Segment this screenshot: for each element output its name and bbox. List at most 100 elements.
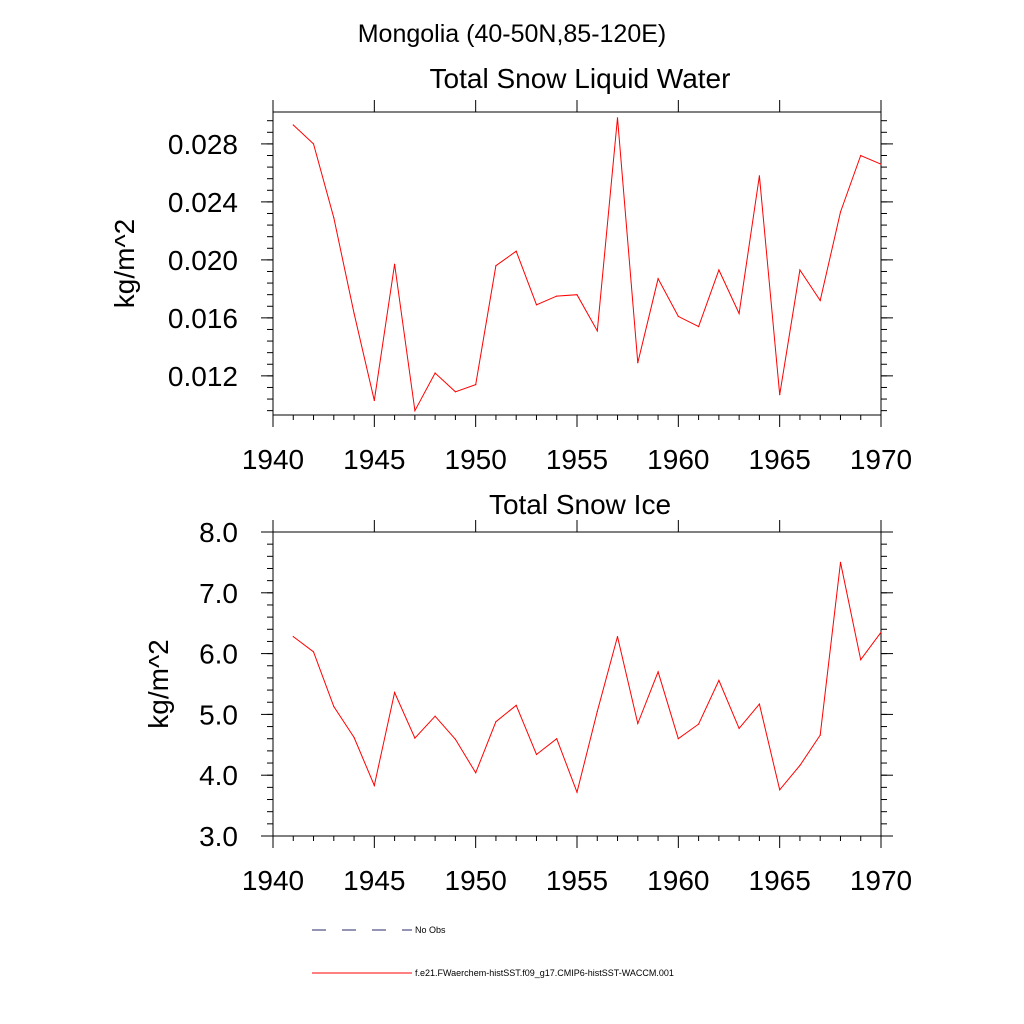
data-point <box>576 791 578 793</box>
data-point <box>596 330 598 332</box>
x-tick-label: 1970 <box>850 865 912 896</box>
data-point <box>677 315 679 317</box>
data-point <box>495 721 497 723</box>
data-point <box>333 705 335 708</box>
y-tick-label: 6.0 <box>199 639 238 670</box>
data-point <box>738 312 740 315</box>
x-tick-label: 1950 <box>445 865 507 896</box>
data-point <box>819 734 821 736</box>
data-point <box>637 722 639 725</box>
data-point <box>657 278 659 280</box>
data-point <box>698 723 700 725</box>
data-point <box>880 631 882 633</box>
data-point <box>394 691 396 694</box>
data-point <box>353 736 355 739</box>
y-tick-label: 0.016 <box>168 303 238 334</box>
y-axis-label: kg/m^2 <box>143 639 174 728</box>
panels: Total Snow Liquid Water kg/m^2 1940 1945 195… <box>109 63 912 896</box>
data-point <box>758 175 761 177</box>
data-point <box>779 394 781 396</box>
data-point <box>596 710 598 713</box>
series-line <box>292 562 882 794</box>
data-point <box>839 211 842 213</box>
legend-item-no-obs: No Obs <box>312 925 446 935</box>
x-tick-label: 1965 <box>749 865 811 896</box>
data-point <box>535 753 538 756</box>
series-line <box>292 117 882 413</box>
data-point <box>535 304 538 306</box>
data-point <box>576 294 578 296</box>
data-point <box>799 269 801 271</box>
data-point <box>738 727 740 730</box>
data-point <box>434 372 436 374</box>
x-tick-label: 1970 <box>850 444 912 475</box>
x-tick-label: 1945 <box>343 444 405 475</box>
data-point <box>515 250 517 252</box>
data-point <box>312 651 315 653</box>
data-point <box>434 715 436 717</box>
data-point <box>333 217 335 219</box>
chart-liquid-water: Total Snow Liquid Water kg/m^2 1940 1945 195… <box>109 63 912 475</box>
data-point <box>657 671 659 673</box>
data-point <box>698 326 700 328</box>
x-tick-label: 1955 <box>546 444 608 475</box>
x-tick-label: 1940 <box>242 444 304 475</box>
data-point <box>454 738 456 740</box>
data-point <box>616 636 619 638</box>
y-tick-label: 0.024 <box>168 187 238 218</box>
y-tick-label: 7.0 <box>199 578 238 609</box>
data-point <box>819 299 821 302</box>
x-tick-label: 1960 <box>647 865 709 896</box>
data-point <box>860 154 862 157</box>
y-tick-label: 5.0 <box>199 699 238 730</box>
legend-label-no-obs: No Obs <box>415 925 446 935</box>
data-point <box>414 737 416 739</box>
chart-title: Total Snow Ice <box>489 489 671 520</box>
data-point <box>373 399 375 402</box>
chart-snow-ice: Total Snow Ice kg/m^2 1940 1945 1950 1955 1960… <box>143 489 912 896</box>
y-tick-label: 0.012 <box>168 361 238 392</box>
data-point <box>677 738 679 740</box>
data-point <box>718 679 720 682</box>
chart-title: Total Snow Liquid Water <box>430 63 731 94</box>
data-point <box>353 312 355 315</box>
data-point <box>515 704 517 706</box>
data-point <box>637 362 639 364</box>
data-point <box>718 269 720 271</box>
x-tick-label: 1965 <box>749 444 811 475</box>
data-point <box>454 391 456 393</box>
legend-label-model-run: f.e21.FWaerchem-histSST.f09_g17.CMIP6-hi… <box>415 968 674 978</box>
x-tick-label: 1960 <box>647 444 709 475</box>
x-tick-label: 1955 <box>546 865 608 896</box>
legend: No Obs f.e21.FWaerchem-histSST.f09_g17.C… <box>312 925 674 978</box>
data-point <box>373 784 375 787</box>
x-tick-label: 1945 <box>343 865 405 896</box>
data-point <box>880 163 882 165</box>
y-tick-label: 0.028 <box>168 129 238 160</box>
y-tick-label: 4.0 <box>199 760 238 791</box>
data-point <box>616 117 619 119</box>
y-axis-label: kg/m^2 <box>109 219 140 308</box>
data-point <box>860 659 862 661</box>
data-point <box>394 263 396 265</box>
y-tick-label: 3.0 <box>199 821 238 852</box>
data-point <box>495 265 497 267</box>
data-point <box>839 561 842 564</box>
data-point <box>475 384 477 386</box>
legend-item-model-run: f.e21.FWaerchem-histSST.f09_g17.CMIP6-hi… <box>312 968 674 978</box>
data-point <box>799 764 801 767</box>
figure-title: Mongolia (40-50N,85-120E) <box>358 20 667 48</box>
data-point <box>292 636 294 638</box>
x-tick-label: 1940 <box>242 865 304 896</box>
x-tick-label: 1950 <box>445 444 507 475</box>
data-point <box>556 295 558 297</box>
plot-frame <box>272 111 882 416</box>
data-point <box>292 124 294 126</box>
data-point <box>414 410 416 412</box>
y-tick-label: 0.020 <box>168 245 238 276</box>
y-tick-label: 8.0 <box>199 517 238 548</box>
data-point <box>556 738 558 740</box>
data-point <box>779 789 781 791</box>
data-point <box>475 772 477 774</box>
